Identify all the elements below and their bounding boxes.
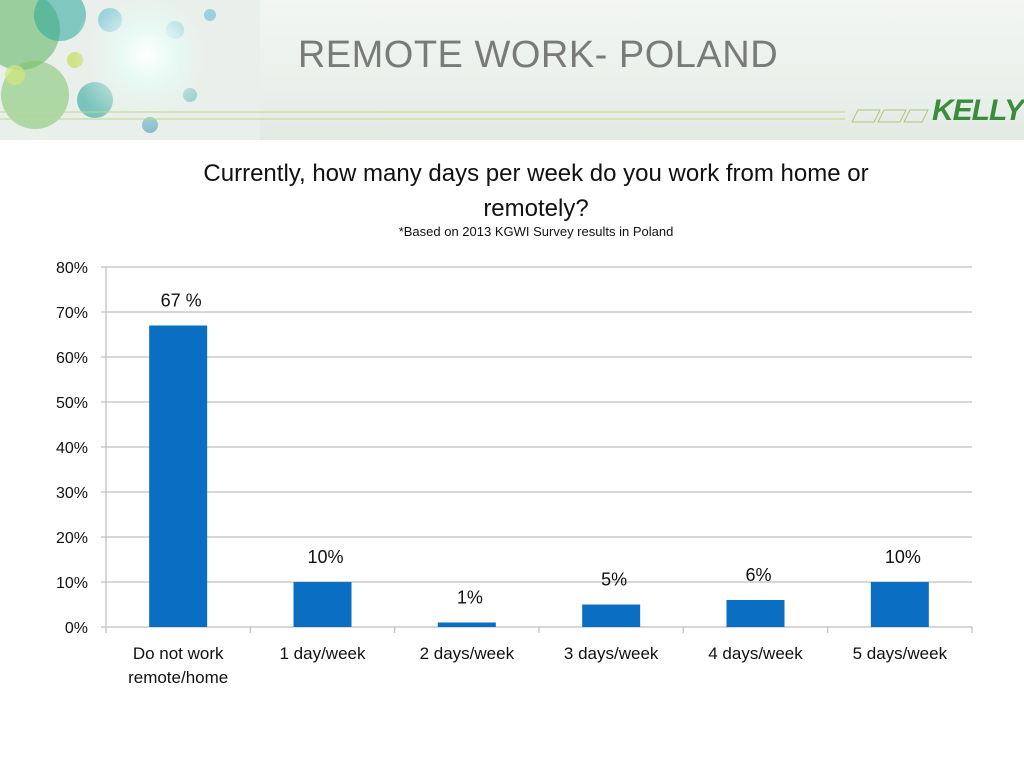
category-label: 4 days/week: [708, 644, 803, 663]
bar: [437, 622, 496, 627]
y-tick-label: 40%: [56, 440, 88, 457]
y-tick-label: 50%: [56, 395, 88, 412]
data-label: 10%: [885, 547, 921, 567]
y-tick-label: 10%: [56, 575, 88, 592]
bar: [726, 600, 785, 627]
slide-header: REMOTE WORK- POLAND KELLY: [0, 0, 1024, 140]
y-tick-label: 60%: [56, 350, 88, 367]
data-label: 10%: [307, 547, 343, 567]
bar: [582, 604, 641, 627]
bar: [870, 582, 929, 627]
category-label: 1 day/week: [280, 644, 366, 663]
bar-chart: 0% 10% 20% 30% 40% 50% 60% 70% 80% 67 % 10% 1% 5% 6%…: [56, 260, 973, 687]
x-axis-categories: Do not work remote/home 1 day/week 2 days/w…: [128, 644, 947, 687]
y-tick-label: 0%: [65, 620, 88, 637]
category-label: 5 days/week: [853, 644, 948, 663]
chart-title: Currently, how many days per week do you…: [203, 160, 869, 222]
y-axis-ticks: 0% 10% 20% 30% 40% 50% 60% 70% 80%: [56, 260, 88, 637]
kelly-logo: KELLY: [932, 94, 1024, 127]
decorative-splash-graphic: [0, 0, 260, 140]
gridlines: [101, 266, 973, 633]
y-tick-label: 20%: [56, 530, 88, 547]
bars: [149, 325, 929, 627]
y-tick-label: 80%: [56, 260, 88, 277]
slide-title: REMOTE WORK- POLAND: [297, 34, 779, 76]
data-label: 67 %: [161, 291, 202, 311]
data-label: 5%: [601, 570, 627, 590]
data-labels: 67 % 10% 1% 5% 6% 10%: [161, 291, 921, 608]
category-label: remote/home: [128, 668, 228, 687]
bar: [293, 582, 352, 627]
y-tick-label: 30%: [56, 485, 88, 502]
category-label: 2 days/week: [420, 644, 515, 663]
data-label: 6%: [745, 565, 771, 585]
header-rule-lines: [0, 109, 929, 123]
y-tick-label: 70%: [56, 305, 88, 322]
data-label: 1%: [457, 588, 483, 608]
chart-subtitle: *Based on 2013 KGWI Survey results in Po…: [398, 224, 674, 239]
bar: [149, 325, 208, 627]
category-label: Do not work: [133, 644, 224, 663]
category-label: 3 days/week: [564, 644, 659, 663]
